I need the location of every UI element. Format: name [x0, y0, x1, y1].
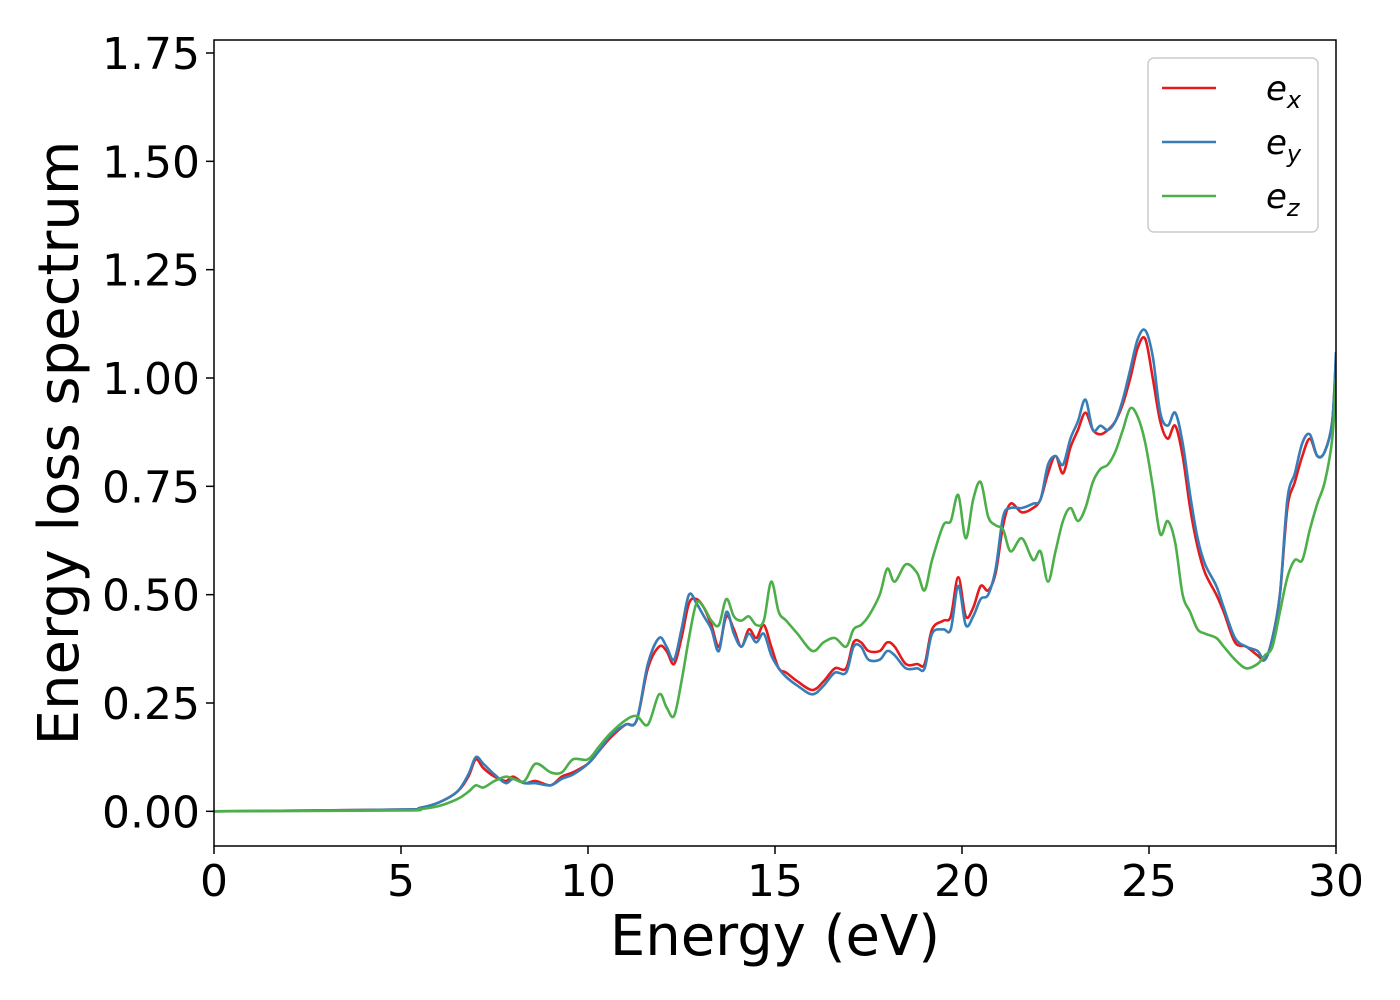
y-tick-label: 1.75	[102, 29, 200, 80]
x-tick-label: 5	[387, 856, 415, 907]
y-tick-label: 1.00	[102, 354, 200, 405]
x-axis-title: Energy (eV)	[610, 904, 940, 969]
y-tick-label: 0.50	[102, 571, 200, 622]
y-axis: 0.00 0.25 0.50 0.75 1.00 1.25 1.50 1.75	[102, 29, 214, 838]
y-axis-title: Energy loss spectrum	[27, 141, 92, 746]
y-tick-label: 1.25	[102, 246, 200, 297]
x-axis: 0 5 10 15 20 25 30	[200, 846, 1364, 907]
y-tick-label: 0.00	[102, 787, 200, 838]
x-tick-label: 25	[1121, 856, 1177, 907]
legend-label-x: ex	[1266, 69, 1302, 114]
series-line-z	[214, 377, 1336, 813]
x-tick-label: 0	[200, 856, 228, 907]
series-layer	[214, 328, 1336, 813]
legend-box	[1147, 57, 1319, 233]
legend-label-z: ez	[1266, 177, 1301, 222]
legend: ex ey ez	[1147, 57, 1319, 233]
legend-label-y: ey	[1266, 123, 1302, 168]
y-tick-label: 0.75	[102, 462, 200, 513]
x-tick-label: 30	[1308, 856, 1364, 907]
series-line-y	[214, 328, 1336, 813]
x-tick-label: 15	[747, 856, 803, 907]
y-tick-label: 1.50	[102, 137, 200, 188]
x-tick-label: 20	[934, 856, 990, 907]
x-tick-label: 10	[560, 856, 616, 907]
y-tick-label: 0.25	[102, 679, 200, 730]
